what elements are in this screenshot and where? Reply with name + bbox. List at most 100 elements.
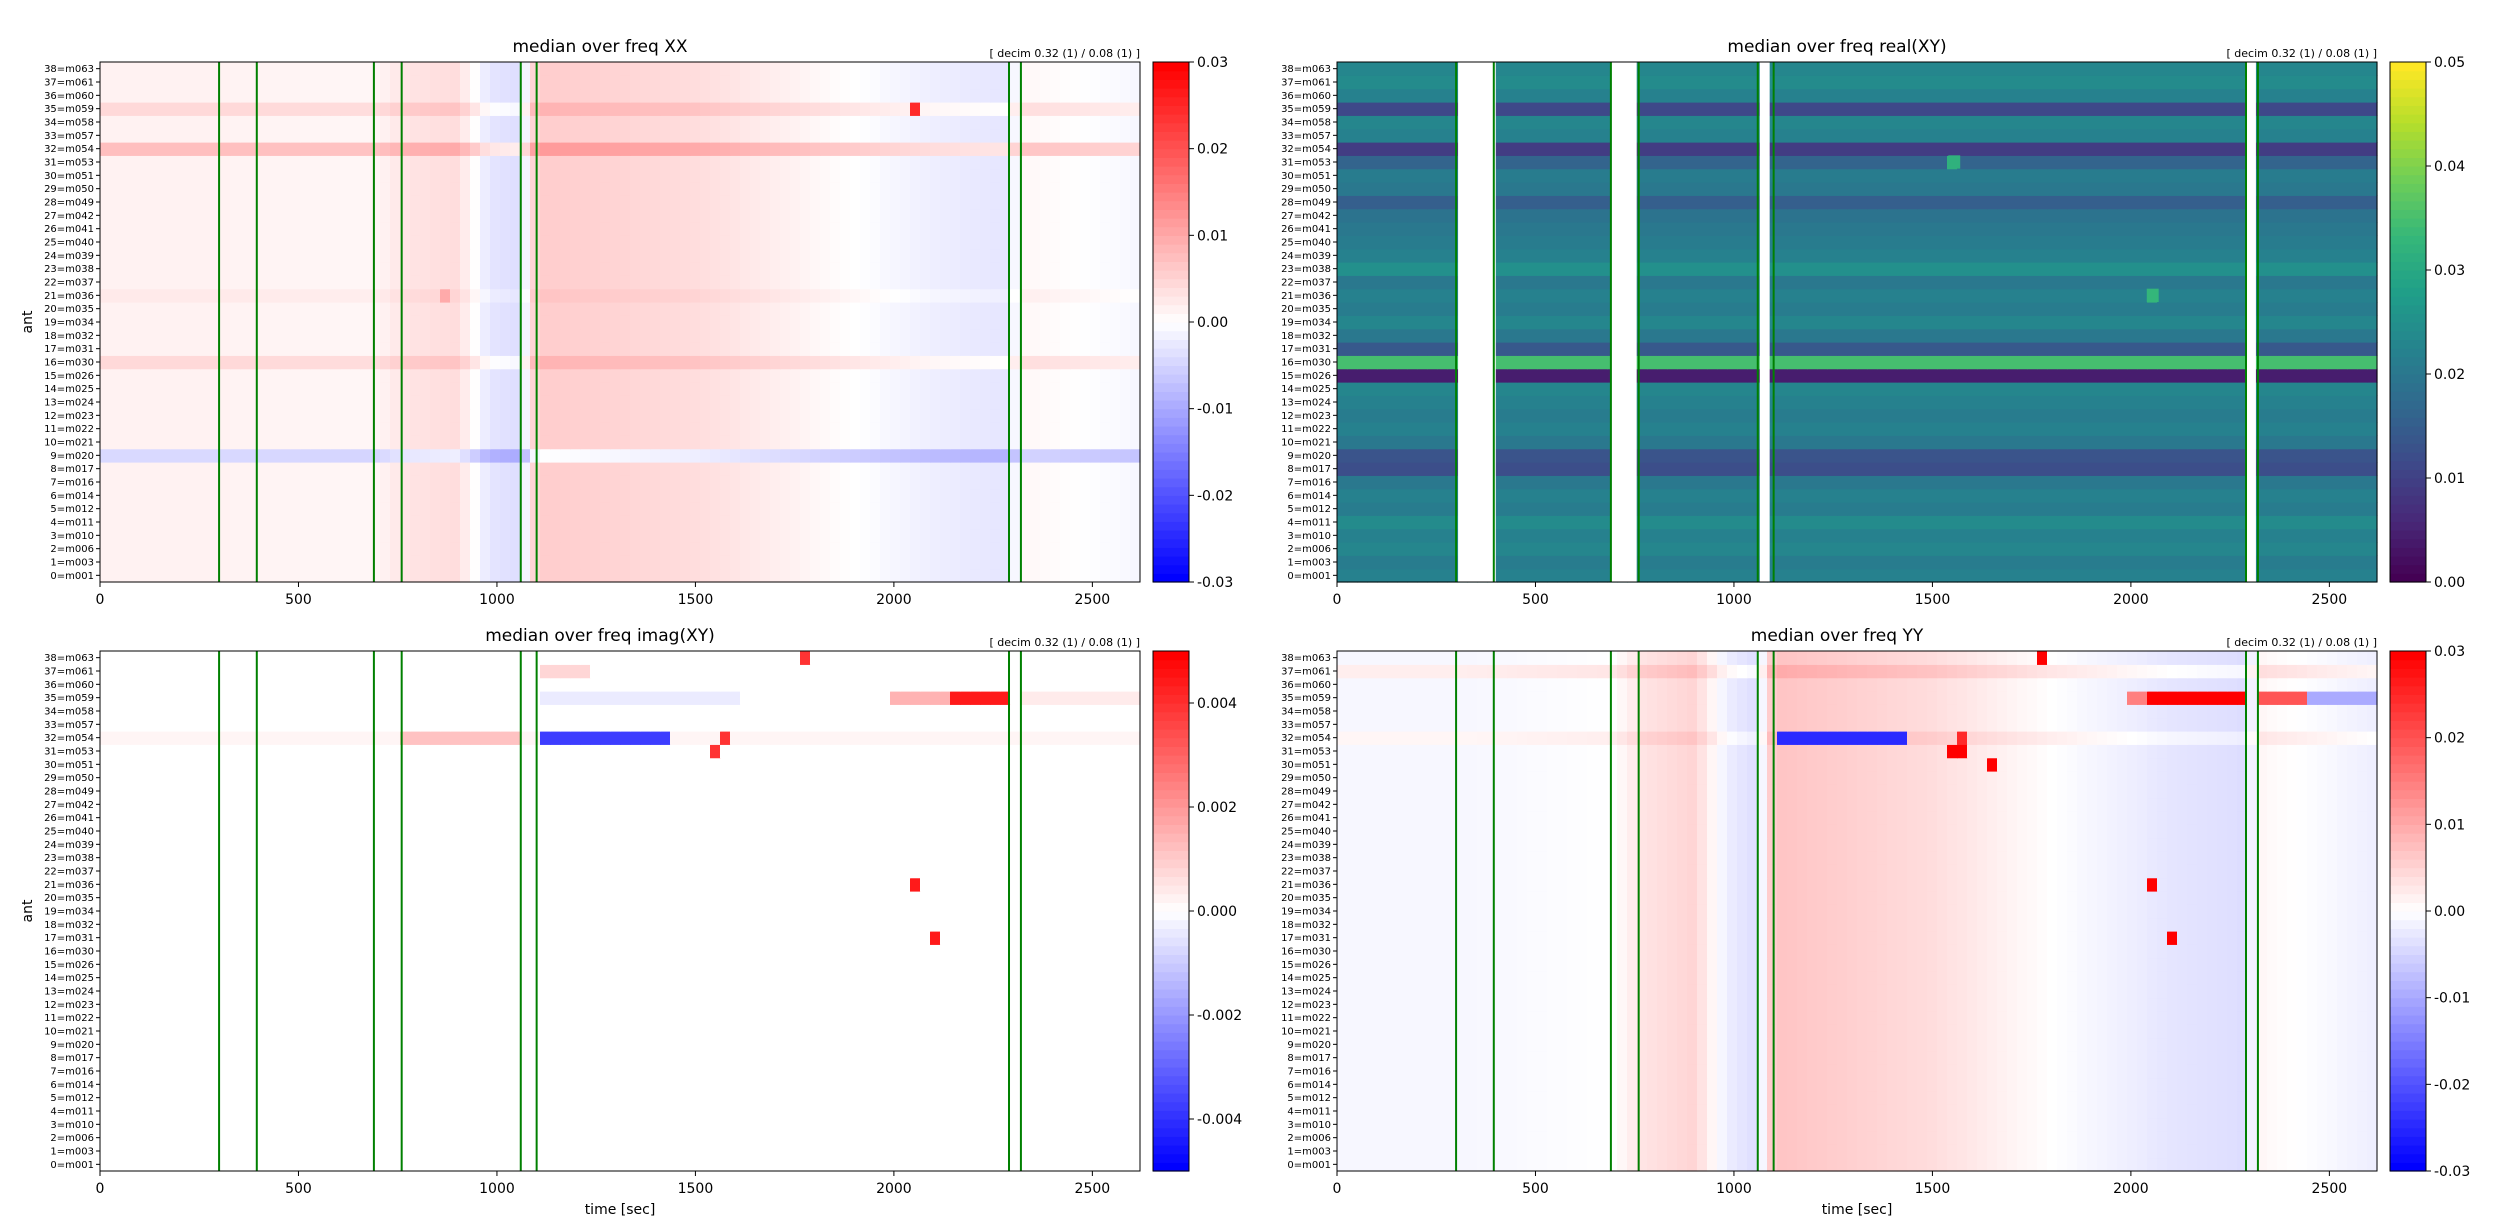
heatmap-cell	[550, 435, 561, 450]
heatmap-cell	[490, 408, 501, 423]
colorbar-step	[1153, 452, 1189, 462]
heatmap-cell	[1110, 475, 1121, 490]
heatmap-cells	[100, 62, 1141, 583]
heatmap-cell	[240, 542, 251, 556]
heatmap-cell	[950, 155, 961, 170]
heatmap-cell	[1837, 515, 1848, 530]
heatmap-cell	[490, 195, 501, 210]
heatmap-cell	[1977, 568, 1988, 583]
heatmap-cell	[1050, 395, 1061, 410]
heatmap-cell	[490, 222, 501, 236]
heatmap-cell	[880, 62, 891, 76]
heatmap-cell	[100, 555, 111, 570]
heatmap-cell	[2347, 568, 2358, 583]
heatmap-cell	[340, 262, 351, 276]
heatmap-cell	[420, 62, 431, 76]
heatmap-cell	[940, 208, 951, 223]
heatmap-cell	[990, 355, 1001, 370]
heatmap-cell	[970, 328, 981, 343]
heatmap-cell	[360, 542, 371, 556]
heatmap-cell	[2157, 515, 2168, 530]
heatmap-cell	[240, 355, 251, 370]
heatmap-cell	[630, 262, 641, 276]
heatmap-cell	[460, 475, 471, 490]
heatmap-cell	[400, 155, 411, 170]
heatmap-cell	[180, 395, 191, 410]
heatmap-cell	[770, 288, 781, 303]
heatmap-cell	[290, 75, 301, 90]
heatmap-cell	[390, 182, 401, 196]
heatmap-cell	[1010, 342, 1021, 356]
heatmap-cell	[1717, 488, 1728, 503]
heatmap-cell	[940, 408, 951, 423]
heatmap-cell	[960, 302, 971, 316]
heatmap-cell	[1747, 568, 1758, 583]
heatmap-cell	[530, 288, 541, 303]
heatmap-cell	[190, 262, 201, 276]
heatmap-cell	[2047, 555, 2058, 570]
heatmap-cell	[450, 382, 461, 396]
heatmap-cell	[1877, 542, 1888, 556]
heatmap-cell	[470, 288, 481, 303]
heatmap-cell	[390, 328, 401, 343]
heatmap-cell	[890, 155, 901, 170]
heatmap-cell	[870, 88, 881, 103]
heatmap-cell	[1100, 368, 1111, 383]
colorbar-step	[1153, 356, 1189, 366]
heatmap-cell	[430, 222, 441, 236]
heatmap-cell	[2067, 542, 2078, 556]
heatmap-cell	[720, 408, 731, 423]
heatmap-cell	[560, 328, 571, 343]
heatmap-cell	[650, 528, 661, 543]
heatmap-cell	[790, 88, 801, 103]
heatmap-cell	[770, 528, 781, 543]
heatmap-cell	[1030, 328, 1041, 343]
heatmap-cell	[1090, 502, 1101, 516]
heatmap-cell	[410, 528, 421, 543]
heatmap-cell	[2117, 515, 2128, 530]
heatmap-cell	[680, 475, 691, 490]
heatmap-cell	[190, 408, 201, 423]
colorbar-step	[1153, 218, 1189, 228]
heatmap-cell	[280, 435, 291, 450]
heatmap-cell	[410, 395, 421, 410]
heatmap-cell	[380, 75, 391, 90]
heatmap-cell	[240, 395, 251, 410]
heatmap-cell	[950, 248, 961, 263]
heatmap-cell	[1110, 408, 1121, 423]
heatmap-cell	[830, 355, 841, 370]
heatmap-cell	[1577, 515, 1588, 530]
heatmap-cell	[1070, 262, 1081, 276]
heatmap-cell	[140, 88, 151, 103]
heatmap-cell	[330, 208, 341, 223]
heatmap-cell	[620, 168, 631, 183]
heatmap-cell	[490, 542, 501, 556]
heatmap-cell	[960, 235, 971, 250]
heatmap-cell	[850, 462, 861, 476]
heatmap-cell	[710, 115, 721, 130]
heatmap-cell	[760, 502, 771, 516]
heatmap-cell	[320, 435, 331, 450]
heatmap-cell	[1040, 88, 1051, 103]
heatmap-cell	[660, 382, 671, 396]
heatmap-cell	[100, 528, 111, 543]
heatmap-cell	[800, 75, 811, 90]
heatmap-cell	[660, 262, 671, 276]
heatmap-cell	[1357, 568, 1368, 583]
heatmap-cell	[1817, 515, 1828, 530]
heatmap-cell	[710, 368, 721, 383]
heatmap-cell	[100, 342, 111, 356]
heatmap-cell	[190, 248, 201, 263]
heatmap-cell	[580, 115, 591, 130]
heatmap-cell	[460, 208, 471, 223]
heatmap-cell	[1010, 448, 1021, 463]
heatmap-cell	[940, 488, 951, 503]
heatmap-cell	[430, 195, 441, 210]
heatmap-cell	[850, 115, 861, 130]
heatmap-cell	[880, 75, 891, 90]
heatmap-cell	[430, 62, 441, 76]
heatmap-cell	[390, 515, 401, 530]
heatmap-cell	[2257, 555, 2268, 570]
heatmap-cell	[760, 528, 771, 543]
heatmap-cell	[520, 62, 531, 76]
